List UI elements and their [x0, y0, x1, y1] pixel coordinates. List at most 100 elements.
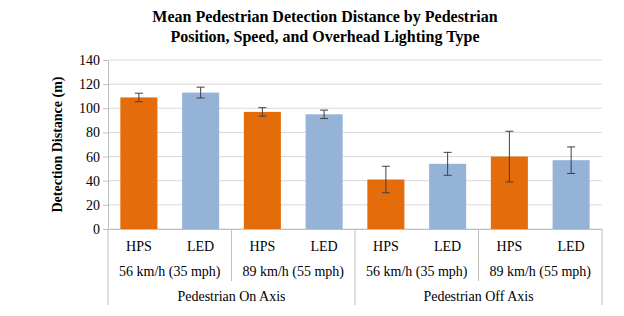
- y-tick-mark: [103, 181, 108, 182]
- y-tick-mark: [103, 205, 108, 206]
- error-bar-stem: [509, 131, 510, 182]
- error-bar-stem: [262, 108, 263, 116]
- y-tick: 20: [86, 198, 108, 213]
- separator: [478, 229, 479, 281]
- y-tick: 100: [79, 101, 108, 116]
- plot: 0 20 40 60 80 100 120 140 HPS LED HPS LED HPS LED HPS L…: [79, 53, 603, 305]
- y-axis-title: Detection Distance (m): [50, 76, 66, 212]
- grid: [108, 60, 602, 229]
- speed-group-label: 56 km/h (35 mph): [366, 264, 468, 280]
- speed-group-label: 56 km/h (35 mph): [119, 264, 221, 280]
- error-bar-cap: [258, 116, 266, 117]
- error-bar: [320, 110, 328, 118]
- y-tick-label: 80: [86, 125, 100, 140]
- y-tick: 120: [79, 77, 108, 92]
- error-bar-cap: [444, 175, 452, 176]
- y-tick-label: 100: [79, 101, 100, 116]
- error-bar-cap: [135, 101, 143, 102]
- error-bar-cap: [135, 93, 143, 94]
- error-bar-stem: [324, 110, 325, 118]
- y-tick-mark: [103, 157, 108, 158]
- x-tick: HPS: [373, 229, 399, 254]
- x-tick: LED: [558, 229, 585, 254]
- error-bar-cap: [567, 173, 575, 174]
- y-tick-mark: [103, 229, 108, 230]
- error-bar-stem: [447, 152, 448, 175]
- error-bar-cap: [505, 181, 513, 182]
- marks: [120, 87, 589, 229]
- error-bar-stem: [385, 166, 386, 193]
- error-bar-cap: [258, 107, 266, 108]
- y-tick-label: 20: [86, 198, 100, 213]
- y-tick-mark: [103, 60, 108, 61]
- speed-groups: 56 km/h (35 mph) 89 km/h (55 mph) 56 km/h …: [119, 264, 591, 280]
- error-bar-cap: [567, 146, 575, 147]
- y-tick-label: 40: [86, 174, 100, 189]
- x-tick-label: LED: [434, 239, 461, 254]
- error-bar-cap: [197, 87, 205, 88]
- error-bar: [258, 108, 266, 116]
- error-bar: [382, 166, 390, 193]
- x-tick-label: LED: [558, 239, 585, 254]
- y-tick-label: 0: [93, 222, 100, 237]
- separator: [355, 229, 356, 305]
- title: Mean Pedestrian Detection Distance by Pe…: [152, 8, 497, 46]
- y-tick: 40: [86, 174, 108, 189]
- error-bar-stem: [138, 93, 139, 101]
- x-tick: LED: [434, 229, 461, 254]
- error-bar: [135, 93, 143, 101]
- error-bar-cap: [320, 110, 328, 111]
- error-bar-cap: [197, 98, 205, 99]
- grid-line: [108, 84, 602, 85]
- error-bar: [444, 152, 452, 175]
- error-bar-cap: [320, 118, 328, 119]
- title-line: Position, Speed, and Overhead Lighting T…: [170, 28, 479, 46]
- y-tick-mark: [103, 132, 108, 133]
- y-tick-mark: [103, 84, 108, 85]
- x-tick-label: LED: [311, 239, 338, 254]
- y-tick-label: 140: [79, 53, 100, 68]
- x-tick-label: HPS: [373, 239, 399, 254]
- error-bar-stem: [200, 87, 201, 98]
- y-tick: 60: [86, 150, 108, 165]
- grid-line: [108, 60, 602, 61]
- x-tick: LED: [311, 229, 338, 254]
- bar: [120, 97, 157, 229]
- error-bar: [567, 147, 575, 174]
- x-tick: HPS: [250, 229, 276, 254]
- separator: [602, 229, 603, 305]
- speed-group-label: 89 km/h (55 mph): [490, 264, 592, 280]
- y-tick-mark: [103, 108, 108, 109]
- error-bar: [505, 131, 513, 182]
- x-tick: HPS: [126, 229, 152, 254]
- y-tick-label: 120: [79, 77, 100, 92]
- y-tick: 0: [93, 222, 108, 237]
- group-separators: [108, 229, 602, 305]
- bar: [306, 114, 343, 229]
- x-tick-label: HPS: [250, 239, 276, 254]
- x-tick-label: HPS: [126, 239, 152, 254]
- x-tick-label: LED: [187, 239, 214, 254]
- x-tick: LED: [187, 229, 214, 254]
- error-bar-cap: [444, 152, 452, 153]
- y-tick: 80: [86, 125, 108, 140]
- error-bar-cap: [382, 166, 390, 167]
- position-groups: Pedestrian On Axis Pedestrian Off Axis: [177, 289, 533, 304]
- error-bar: [197, 87, 205, 98]
- y-tick: 140: [79, 53, 108, 68]
- y-tick-label: 60: [86, 150, 100, 165]
- bar: [244, 112, 281, 229]
- bar: [182, 93, 219, 229]
- error-bar-stem: [571, 147, 572, 174]
- title-line: Mean Pedestrian Detection Distance by Pe…: [152, 8, 497, 26]
- error-bar-cap: [382, 192, 390, 193]
- separator: [231, 229, 232, 281]
- x-tick-label: HPS: [497, 239, 523, 254]
- x-tick: HPS: [497, 229, 523, 254]
- chart: Mean Pedestrian Detection Distance by Pe…: [0, 0, 624, 316]
- position-group-label: Pedestrian On Axis: [177, 289, 285, 304]
- error-bar-cap: [505, 131, 513, 132]
- position-group-label: Pedestrian Off Axis: [423, 289, 533, 304]
- y-axis: 0 20 40 60 80 100 120 140: [79, 53, 109, 237]
- separator: [108, 229, 109, 305]
